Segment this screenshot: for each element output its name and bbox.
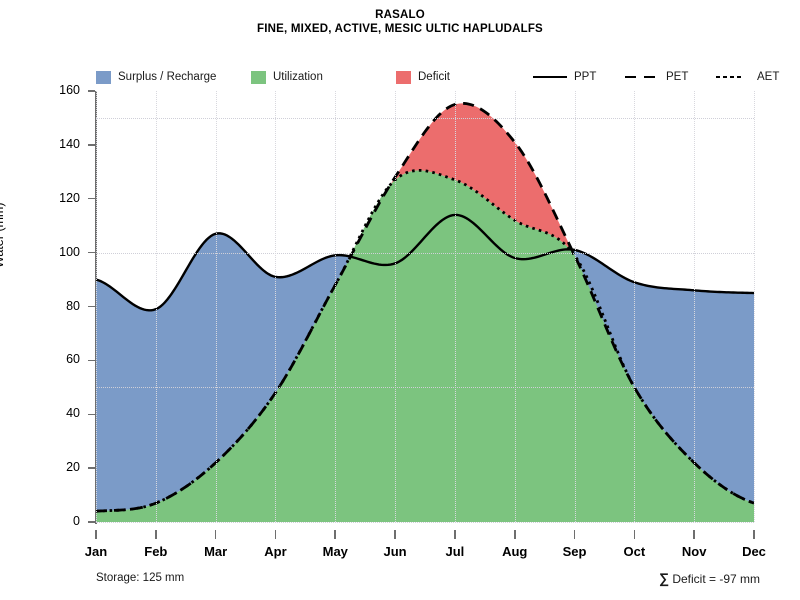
y-tick-label: 80 xyxy=(66,298,80,313)
plot-area xyxy=(96,91,755,523)
v-gridline xyxy=(694,91,696,522)
dotted-line-icon xyxy=(716,71,750,83)
y-tick-label: 100 xyxy=(59,244,80,259)
ppt-line xyxy=(96,213,754,312)
v-gridline xyxy=(574,91,576,522)
x-tick xyxy=(633,530,636,539)
x-tick xyxy=(573,530,576,539)
y-tick xyxy=(88,198,95,200)
utilization-swatch-icon xyxy=(251,70,266,84)
v-gridline xyxy=(155,91,157,522)
x-tick xyxy=(334,530,337,539)
x-tick-label-oct: Oct xyxy=(623,544,646,559)
deficit-annotation: ∑ Deficit = -97 mm xyxy=(659,570,760,586)
legend-label-aet: AET xyxy=(757,71,780,83)
v-gridline xyxy=(514,91,516,522)
v-gridline xyxy=(634,91,636,522)
page-title: RASALO xyxy=(375,9,425,21)
h-gridline xyxy=(96,252,754,254)
x-tick xyxy=(214,530,217,539)
legend-item-ppt[interactable]: PPT xyxy=(533,69,596,85)
v-gridline xyxy=(754,91,755,522)
y-tick-label: 60 xyxy=(66,352,80,367)
series-canvas xyxy=(96,101,754,522)
dashed-line-icon xyxy=(625,71,659,83)
page-subtitle: FINE, MIXED, ACTIVE, MESIC ULTIC HAPLUDA… xyxy=(257,23,543,35)
chart-legend: Surplus / Recharge Utilization Deficit P… xyxy=(96,69,779,85)
y-tick-label: 120 xyxy=(59,190,80,205)
pet-line xyxy=(96,101,754,513)
legend-item-surplus[interactable]: Surplus / Recharge xyxy=(96,69,216,85)
x-tick-label-jun: Jun xyxy=(383,544,407,559)
v-gridline xyxy=(395,91,397,522)
x-tick-label-jul: Jul xyxy=(445,544,465,559)
y-axis-line xyxy=(95,91,97,523)
surplus-area xyxy=(572,249,754,504)
x-tick-label-apr: Apr xyxy=(264,544,287,559)
x-tick-label-dec: Dec xyxy=(742,544,766,559)
legend-label-deficit: Deficit xyxy=(418,71,450,83)
y-axis-title: Water (mm) xyxy=(0,202,6,269)
x-tick xyxy=(274,530,277,539)
y-tick xyxy=(88,251,95,254)
surplus-swatch-icon xyxy=(96,70,111,84)
y-tick-label: 40 xyxy=(66,406,80,421)
x-tick xyxy=(394,530,396,539)
legend-item-deficit[interactable]: Deficit xyxy=(396,69,450,85)
x-tick xyxy=(513,530,516,539)
h-gridline xyxy=(96,117,754,119)
v-gridline xyxy=(96,91,97,522)
x-tick xyxy=(753,530,755,539)
y-tick xyxy=(88,144,95,146)
x-tick xyxy=(693,530,695,539)
x-tick-label-nov: Nov xyxy=(681,544,707,559)
v-gridline xyxy=(215,91,217,522)
legend-item-pet[interactable]: PET xyxy=(625,69,688,85)
y-tick xyxy=(88,359,95,362)
y-tick xyxy=(88,90,95,92)
x-axis-line xyxy=(95,522,97,524)
surplus-area xyxy=(96,233,350,512)
legend-label-surplus: Surplus / Recharge xyxy=(118,71,217,83)
x-tick-label-may: May xyxy=(322,544,348,559)
x-tick xyxy=(155,530,157,539)
deficit-annotation-text: Deficit = -97 mm xyxy=(672,572,760,586)
y-tick-label: 140 xyxy=(59,136,80,151)
h-gridline xyxy=(96,387,754,389)
y-tick-label: 0 xyxy=(73,514,80,528)
legend-item-utilization[interactable]: Utilization xyxy=(251,69,323,85)
legend-item-aet[interactable]: AET xyxy=(716,69,779,85)
y-tick xyxy=(88,305,95,308)
h-gridline xyxy=(96,522,754,523)
x-tick-label-aug: Aug xyxy=(502,544,528,559)
y-tick xyxy=(88,467,95,469)
v-gridline xyxy=(454,91,456,522)
x-tick xyxy=(454,530,456,539)
legend-label-pet: PET xyxy=(666,71,689,83)
storage-annotation: Storage: 125 mm xyxy=(96,572,185,584)
y-tick-label: 160 xyxy=(59,83,80,97)
y-tick xyxy=(88,413,95,415)
x-tick xyxy=(95,530,97,539)
x-tick-label-mar: Mar xyxy=(204,544,228,559)
y-tick-label: 20 xyxy=(66,460,80,475)
solid-line-icon xyxy=(533,71,567,83)
deficit-area xyxy=(390,103,573,253)
deficit-swatch-icon xyxy=(396,70,411,84)
v-gridline xyxy=(335,91,337,522)
legend-label-utilization: Utilization xyxy=(273,71,323,83)
x-tick-label-feb: Feb xyxy=(144,544,168,559)
sigma-icon: ∑ xyxy=(658,570,669,586)
x-tick-label-jan: Jan xyxy=(84,544,108,559)
v-gridline xyxy=(275,91,277,522)
legend-label-ppt: PPT xyxy=(574,71,597,83)
chart-title-block: RASALO FINE, MIXED, ACTIVE, MESIC ULTIC … xyxy=(0,8,800,37)
utilization-area xyxy=(96,170,754,522)
x-tick-label-sep: Sep xyxy=(562,544,587,559)
y-tick xyxy=(88,521,95,523)
